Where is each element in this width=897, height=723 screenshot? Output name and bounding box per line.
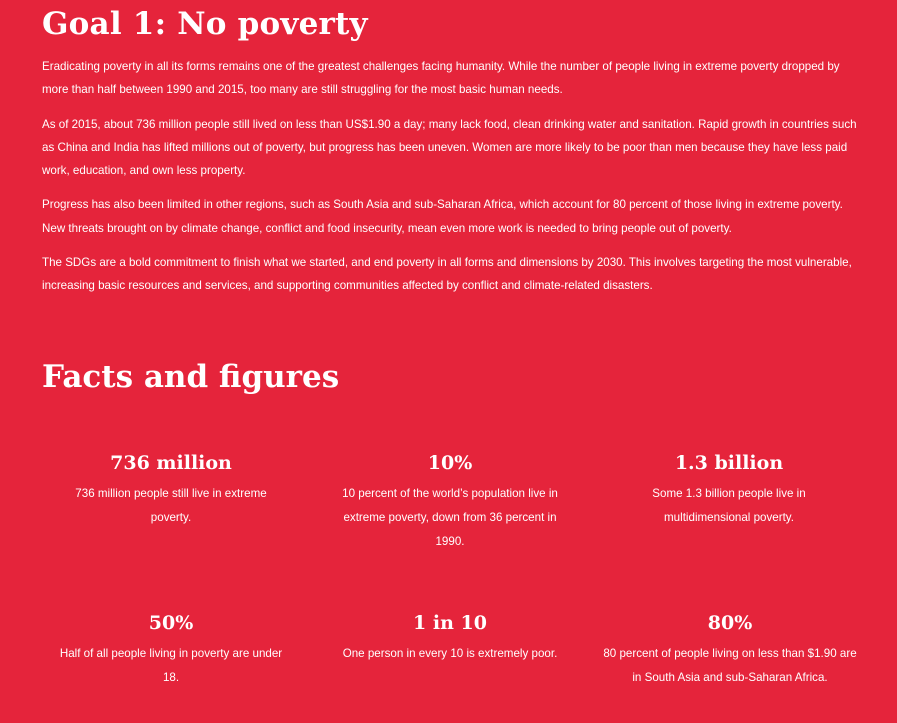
fact-description: 736 million people still live in extreme… (75, 487, 267, 524)
fact-description: One person in every 10 is extremely poor… (342, 647, 558, 660)
fact-card: 50% Half of all people living in poverty… (55, 611, 287, 690)
fact-description: 80 percent of people living on less than… (603, 647, 857, 684)
goal-title: Goal 1: No poverty (42, 6, 368, 42)
fact-figure: 50% (148, 612, 194, 634)
fact-card: 80% 80 percent of people living on less … (602, 611, 858, 690)
intro-paragraph: Eradicating poverty in all its forms rem… (42, 60, 840, 97)
fact-card: 736 million 736 million people still liv… (57, 451, 285, 530)
fact-card: 1 in 10 One person in every 10 is extrem… (320, 611, 580, 666)
facts-title: Facts and figures (42, 359, 340, 395)
intro-section: Eradicating poverty in all its forms rem… (42, 55, 862, 309)
fact-card: 1.3 billion Some 1.3 billion people live… (626, 451, 832, 530)
intro-paragraph: The SDGs are a bold commitment to finish… (42, 256, 852, 293)
fact-figure: 736 million (110, 452, 232, 474)
fact-card: 10% 10 percent of the world’s population… (328, 451, 572, 554)
fact-description: Some 1.3 billion people live in multidim… (652, 487, 806, 524)
fact-figure: 10% (427, 452, 473, 474)
intro-paragraph: As of 2015, about 736 million people sti… (42, 117, 857, 178)
intro-paragraph: Progress has also been limited in other … (42, 198, 843, 235)
fact-description: 10 percent of the world’s population liv… (342, 487, 558, 548)
fact-figure: 80% (707, 612, 753, 634)
fact-figure: 1 in 10 (413, 612, 487, 634)
fact-description: Half of all people living in poverty are… (59, 647, 283, 684)
fact-figure: 1.3 billion (674, 452, 784, 474)
